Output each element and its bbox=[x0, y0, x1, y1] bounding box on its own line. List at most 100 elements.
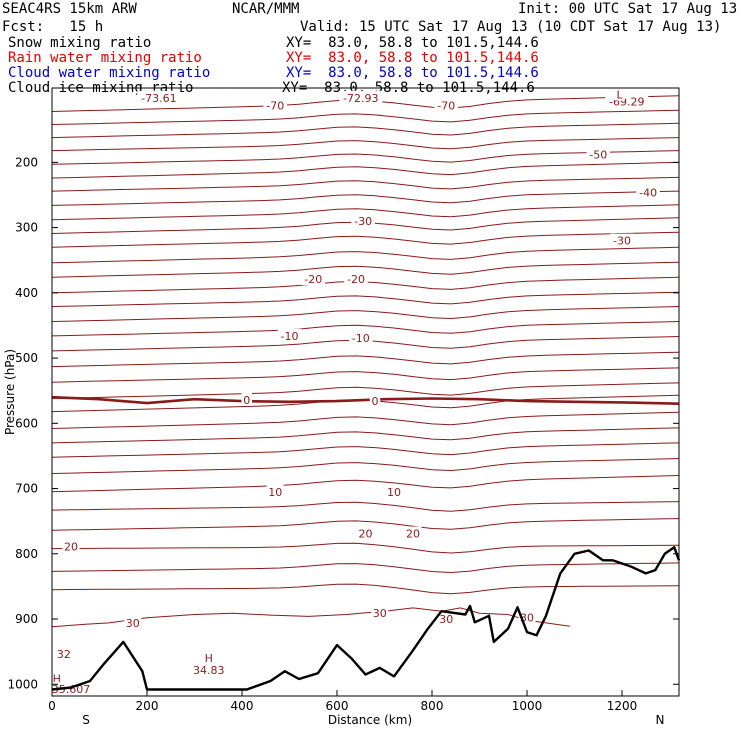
isotherm-line bbox=[51, 367, 680, 383]
contour-label: -10 bbox=[281, 330, 299, 343]
header-init: Init: 00 UTC Sat 17 Aug 13 bbox=[518, 1, 738, 17]
contour-label: H bbox=[53, 672, 61, 685]
legend-xy-rain: XY= 83.0, 58.8 to 101.5,144.6 bbox=[286, 50, 539, 66]
contour-label: 20 bbox=[359, 528, 373, 541]
temperature-contours bbox=[51, 95, 680, 628]
isotherm-line bbox=[51, 291, 680, 307]
y-tick-label: 700 bbox=[15, 482, 38, 496]
contour-label: -70 bbox=[437, 100, 455, 113]
x-axis: 0 200 400 600 800 1000 1200 bbox=[48, 690, 637, 713]
contour-label-bg bbox=[385, 484, 403, 498]
legend-label-cloud-water: Cloud water mixing ratio bbox=[8, 65, 211, 81]
contour-label-bg bbox=[357, 526, 374, 540]
isotherm-line bbox=[51, 518, 680, 531]
contour-label: H bbox=[205, 652, 213, 665]
isotherm-line bbox=[51, 542, 680, 554]
contour-label-bg bbox=[137, 90, 181, 104]
contour-label-bg bbox=[349, 330, 373, 344]
x-end-label-south: S bbox=[82, 713, 90, 727]
contour-label: 20 bbox=[64, 541, 78, 554]
contour-label-bg bbox=[404, 526, 422, 540]
header-org: NCAR/MMM bbox=[232, 1, 300, 17]
contour-label-bg bbox=[339, 90, 383, 104]
terrain-line bbox=[51, 546, 681, 691]
y-tick-label: 600 bbox=[15, 416, 38, 430]
x-tick-label: 0 bbox=[48, 699, 56, 713]
contour-label: 10 bbox=[268, 486, 282, 499]
contour-label: -72.93 bbox=[343, 92, 378, 105]
header-fcst: Fcst: 15 h bbox=[2, 19, 104, 35]
contour-label: -70 bbox=[266, 100, 284, 113]
contour-label-bg bbox=[636, 185, 660, 199]
contour-label-bg bbox=[614, 87, 625, 101]
legend-xy-snow: XY= 83.0, 58.8 to 101.5,144.6 bbox=[286, 35, 539, 51]
isotherm-line bbox=[51, 246, 680, 264]
contour-label: 0 bbox=[372, 395, 379, 408]
contour-label: 30 bbox=[439, 613, 453, 626]
contour-label: 30 bbox=[373, 607, 387, 620]
legend-label-snow: Snow mixing ratio bbox=[8, 35, 152, 51]
contour-label-bg bbox=[263, 98, 287, 112]
contour-label: -20 bbox=[347, 273, 365, 286]
isotherm-line bbox=[51, 261, 680, 278]
contour-label: 30 bbox=[126, 617, 140, 630]
isotherm-line bbox=[51, 442, 680, 458]
contour-label-bg bbox=[190, 662, 227, 676]
contour-label: -30 bbox=[613, 235, 631, 248]
contour-label-bg bbox=[266, 484, 284, 498]
y-tick-label: 200 bbox=[15, 155, 38, 169]
contour-label-bg bbox=[371, 606, 389, 620]
contour-label: -10 bbox=[352, 332, 370, 345]
contour-label: 35.607 bbox=[52, 683, 91, 696]
x-tick-label: 800 bbox=[421, 699, 444, 713]
isotherm-line bbox=[51, 321, 680, 337]
x-tick-label: 200 bbox=[136, 699, 159, 713]
x-tick-label: 1200 bbox=[607, 699, 638, 713]
isotherm-line bbox=[51, 204, 680, 221]
x-end-label-north: N bbox=[656, 713, 665, 727]
y-tick-label: 800 bbox=[15, 547, 38, 561]
zero-isotherm-line bbox=[51, 395, 680, 405]
y-tick-label: 300 bbox=[15, 221, 38, 235]
y-tick-label: 900 bbox=[15, 612, 38, 626]
isotherm-line bbox=[51, 150, 680, 165]
isotherm-line bbox=[51, 411, 680, 429]
legend-label-rain: Rain water mixing ratio bbox=[8, 50, 202, 66]
x-tick-label: 1000 bbox=[512, 699, 543, 713]
contour-label: 10 bbox=[387, 486, 401, 499]
contour-label-bg bbox=[203, 651, 214, 665]
contour-label-bg bbox=[241, 392, 252, 406]
contour-label: -69.29 bbox=[609, 96, 644, 109]
y-tick-label: 400 bbox=[15, 286, 38, 300]
isotherm-line bbox=[51, 161, 680, 179]
isotherm-line bbox=[51, 562, 680, 574]
x-tick-label: 600 bbox=[326, 699, 349, 713]
isotherm-line bbox=[51, 427, 680, 444]
contour-label: 0 bbox=[243, 394, 250, 407]
contour-label-bg bbox=[344, 272, 368, 286]
isotherm-line bbox=[51, 306, 680, 322]
isotherm-line bbox=[51, 122, 680, 139]
contour-label-bg bbox=[124, 615, 142, 629]
contour-label-bg bbox=[277, 328, 302, 342]
terrain-profile bbox=[51, 546, 681, 691]
contour-label: -50 bbox=[589, 149, 607, 162]
contour-label-bg bbox=[55, 647, 73, 661]
contour-labels: -70 -70 -73.61 -72.93 -69.29L -50 -40 -30 -30 -20… bbox=[49, 87, 660, 696]
isotherm-line bbox=[51, 382, 680, 399]
header-valid: Valid: 15 UTC Sat 17 Aug 13 (10 CDT Sat … bbox=[300, 19, 722, 35]
contour-label-bg bbox=[610, 233, 634, 247]
contour-label-bg bbox=[351, 214, 375, 228]
contour-label: -20 bbox=[304, 273, 322, 286]
contour-label: 20 bbox=[406, 528, 420, 541]
y-tick-label: 1000 bbox=[7, 677, 38, 691]
isotherm-line bbox=[51, 501, 680, 512]
legend-xy-cloud-water: XY= 83.0, 58.8 to 101.5,144.6 bbox=[286, 65, 539, 81]
plot-frame bbox=[51, 87, 680, 697]
contour-label-bg bbox=[586, 147, 610, 161]
contour-label-bg bbox=[51, 671, 62, 685]
contour-label: -40 bbox=[639, 186, 657, 199]
x-axis-label: Distance (km) bbox=[328, 713, 412, 727]
